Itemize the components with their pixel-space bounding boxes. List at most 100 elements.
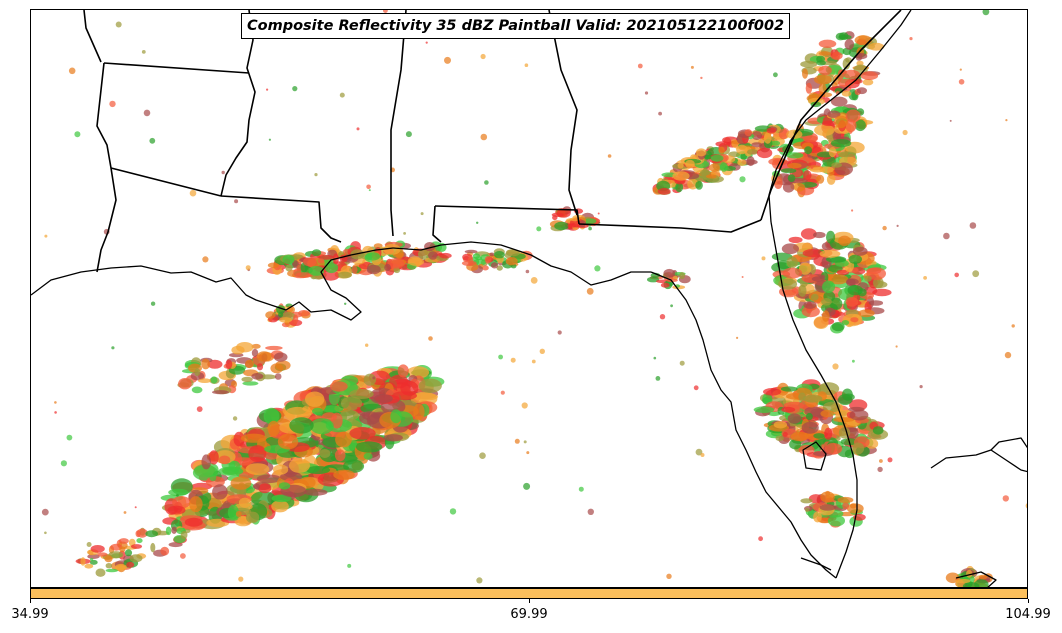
echo-blob [270,363,284,374]
echo-blob [496,265,503,271]
echo-blob [363,373,377,386]
echo-blob [813,511,822,523]
echo-speck [700,453,705,457]
echo-blob [97,552,108,557]
echo-blob [813,433,825,439]
echo-blob [860,71,879,81]
echo-blob [824,443,843,455]
echo-blob [273,464,289,475]
echo-blob [805,82,813,94]
echo-blob [267,420,280,437]
echo-blob [744,129,752,137]
echo-blob [710,154,724,162]
echo-blob [828,274,849,285]
echo-speck [403,232,406,235]
echo-blob [756,147,773,159]
echo-speck [882,225,887,231]
echo-blob [847,285,863,296]
echo-blob [798,284,807,297]
echo-blob [258,483,272,494]
state-boundaries [83,10,902,273]
echo-speck [221,170,225,175]
echo-blob [467,256,474,266]
echo-blob [954,578,971,584]
echo-blob [321,405,344,413]
echo-blob [657,188,671,195]
echo-speck [531,359,536,364]
echo-blob [790,431,809,442]
coast-panhandle [392,241,651,286]
echo-blob [201,358,211,370]
echo-speck [1011,324,1015,328]
echo-speck [909,37,913,41]
echo-blob [862,79,874,86]
echo-speck [365,343,369,347]
echo-blob [278,482,291,490]
echo-blob [802,249,823,258]
echo-blob [172,496,191,509]
echo-speck [134,506,137,509]
echo-speck [1025,503,1027,509]
echo-blob [819,504,836,511]
echo-speck [383,10,388,13]
echo-blob [90,545,105,553]
echo-speck [739,176,746,183]
echo-speck [982,10,990,16]
echo-blob [306,466,331,474]
echo-speck [510,357,516,363]
echo-speck [773,72,778,78]
echo-speck [420,212,424,216]
echo-speck [655,376,661,381]
echo-blob [801,421,819,434]
echo-blob [677,162,684,169]
coast-texas [31,265,272,306]
echo-blob [124,549,133,557]
echo-blob [439,252,452,259]
echo-blob [160,546,170,556]
colorbar-tick-mark [29,599,31,603]
reflectivity-echo-layer [41,10,1027,587]
echo-blob [489,252,495,257]
echo-blob [324,262,339,274]
echo-blob [190,371,205,381]
echo-speck [196,406,203,412]
echo-speck [919,385,923,389]
echo-blob [89,559,98,565]
echo-speck [1004,351,1012,359]
colorbar-tick-label: 34.99 [11,607,49,622]
echo-blob [789,439,802,450]
echo-blob [241,376,253,383]
echo-blob [663,268,676,278]
echo-blob [746,149,759,155]
echo-speck [804,507,810,513]
echo-blob [751,131,763,140]
echo-blob [802,394,823,403]
echo-blob [787,174,796,183]
echo-blob [962,582,980,587]
echo-blob [695,148,707,157]
echo-blob [278,312,284,318]
echo-blob [318,254,335,260]
echo-blob [218,466,244,476]
echo-blob [675,182,684,193]
echo-blob [831,321,845,332]
colorbar-tick-label: 104.99 [1005,607,1051,622]
echo-blob [736,144,748,155]
echo-blob [814,124,835,136]
echo-blob [128,538,136,547]
echo-speck [245,265,251,271]
echo-blob [787,413,802,424]
coast-louisiana [270,247,394,321]
map-canvas [31,10,1027,587]
echo-blob [233,431,245,447]
echo-speck [887,457,893,463]
echo-blob [505,257,518,266]
echo-blob [841,320,850,326]
boundary-tx-la [96,62,117,273]
echo-speck [524,63,529,67]
echo-speck [700,76,703,80]
echo-blob [267,262,279,269]
echo-blob [340,409,359,421]
echo-blob [493,251,505,259]
echo-blob [818,65,832,76]
